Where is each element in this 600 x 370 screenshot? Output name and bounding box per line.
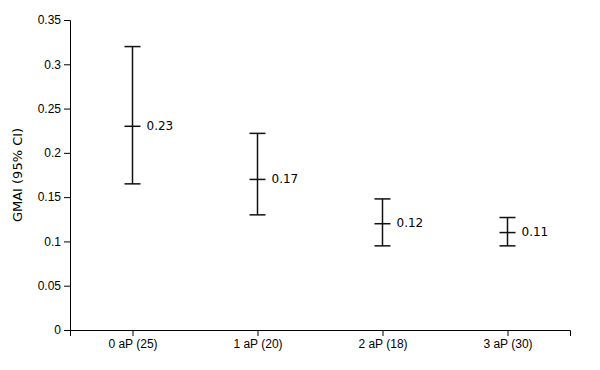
- y-tick-mark: [64, 286, 70, 287]
- y-tick: 0.2: [44, 146, 70, 160]
- error-bar-cap-high: [375, 198, 391, 200]
- x-tick-label: 2 aP (18): [358, 337, 407, 351]
- x-tick-mark: [508, 330, 509, 336]
- chart-svg: 0 aP (25) 1 aP (20) 2 aP (18) 3 aP (30) 0 0.0…: [0, 0, 600, 370]
- y-tick: 0.3: [44, 58, 70, 72]
- x-tick-mark: [258, 330, 259, 336]
- error-bar: [375, 199, 391, 246]
- mean-tick: [375, 223, 391, 225]
- x-tick: 0 aP (25): [108, 330, 157, 351]
- y-tick: 0.25: [38, 102, 70, 116]
- chart-container: 0 aP (25) 1 aP (20) 2 aP (18) 3 aP (30) 0 0.0…: [0, 0, 600, 370]
- y-tick: 0.1: [44, 235, 70, 249]
- error-bar-body: [507, 218, 509, 246]
- y-tick-mark: [64, 241, 70, 242]
- y-axis-line: [64, 21, 71, 331]
- x-tick-mark: [133, 330, 134, 336]
- error-bar-body: [382, 199, 384, 246]
- y-tick-label: 0.2: [44, 146, 61, 160]
- y-tick-label: 0.05: [38, 279, 62, 293]
- data-label: 0.17: [272, 172, 299, 186]
- error-bar-cap-high: [125, 46, 141, 48]
- x-tick-label: 0 aP (25): [108, 337, 157, 351]
- x-tick-mark: [383, 330, 384, 336]
- y-tick-mark: [64, 20, 70, 21]
- y-tick: 0.35: [38, 13, 70, 27]
- y-axis-title: GMAI (95% CI): [10, 128, 25, 222]
- x-tick: 1 aP (20): [233, 330, 282, 351]
- y-axis: 0 0.05 0.1 0.15 0.2 0.25 0.3 0.35: [38, 13, 71, 337]
- mean-tick: [125, 126, 141, 128]
- y-tick-mark: [64, 64, 70, 65]
- y-tick: 0: [54, 323, 70, 337]
- error-bar-cap-high: [500, 217, 516, 219]
- y-tick: 0.15: [38, 190, 70, 204]
- x-tick: 3 aP (30): [483, 330, 532, 351]
- y-tick-label: 0.3: [44, 58, 61, 72]
- y-tick-mark: [64, 109, 70, 110]
- error-bar-cap-low: [125, 183, 141, 185]
- marks: [125, 47, 516, 246]
- error-bar: [500, 218, 516, 246]
- y-tick: 0.05: [38, 279, 70, 293]
- mean-tick: [250, 179, 266, 181]
- x-tick-label: 3 aP (30): [483, 337, 532, 351]
- error-bar-cap-low: [375, 245, 391, 247]
- error-bar-body: [132, 47, 134, 184]
- x-axis-line: [71, 331, 571, 337]
- y-tick-label: 0.35: [38, 13, 62, 27]
- plot-area: 0 aP (25) 1 aP (20) 2 aP (18) 3 aP (30) 0 0.0…: [38, 13, 571, 350]
- mean-tick: [500, 232, 516, 234]
- error-bar-cap-low: [500, 245, 516, 247]
- data-label: 0.12: [397, 216, 424, 230]
- x-tick: 2 aP (18): [358, 330, 407, 351]
- y-tick-label: 0.25: [38, 102, 62, 116]
- x-axis: 0 aP (25) 1 aP (20) 2 aP (18) 3 aP (30): [71, 330, 571, 351]
- y-tick-mark: [64, 197, 70, 198]
- y-tick-mark: [64, 330, 70, 331]
- data-labels: 0.23 0.17 0.12 0.11: [147, 119, 549, 239]
- error-bar: [125, 47, 141, 184]
- y-tick-label: 0.15: [38, 190, 62, 204]
- data-label: 0.11: [522, 225, 549, 239]
- error-bar-body: [257, 133, 259, 214]
- error-bar: [250, 133, 266, 214]
- error-bar-cap-low: [250, 214, 266, 216]
- error-bar-cap-high: [250, 133, 266, 135]
- x-tick-label: 1 aP (20): [233, 337, 282, 351]
- y-tick-label: 0: [54, 323, 61, 337]
- y-tick-mark: [64, 153, 70, 154]
- y-tick-label: 0.1: [44, 235, 61, 249]
- data-label: 0.23: [147, 119, 174, 133]
